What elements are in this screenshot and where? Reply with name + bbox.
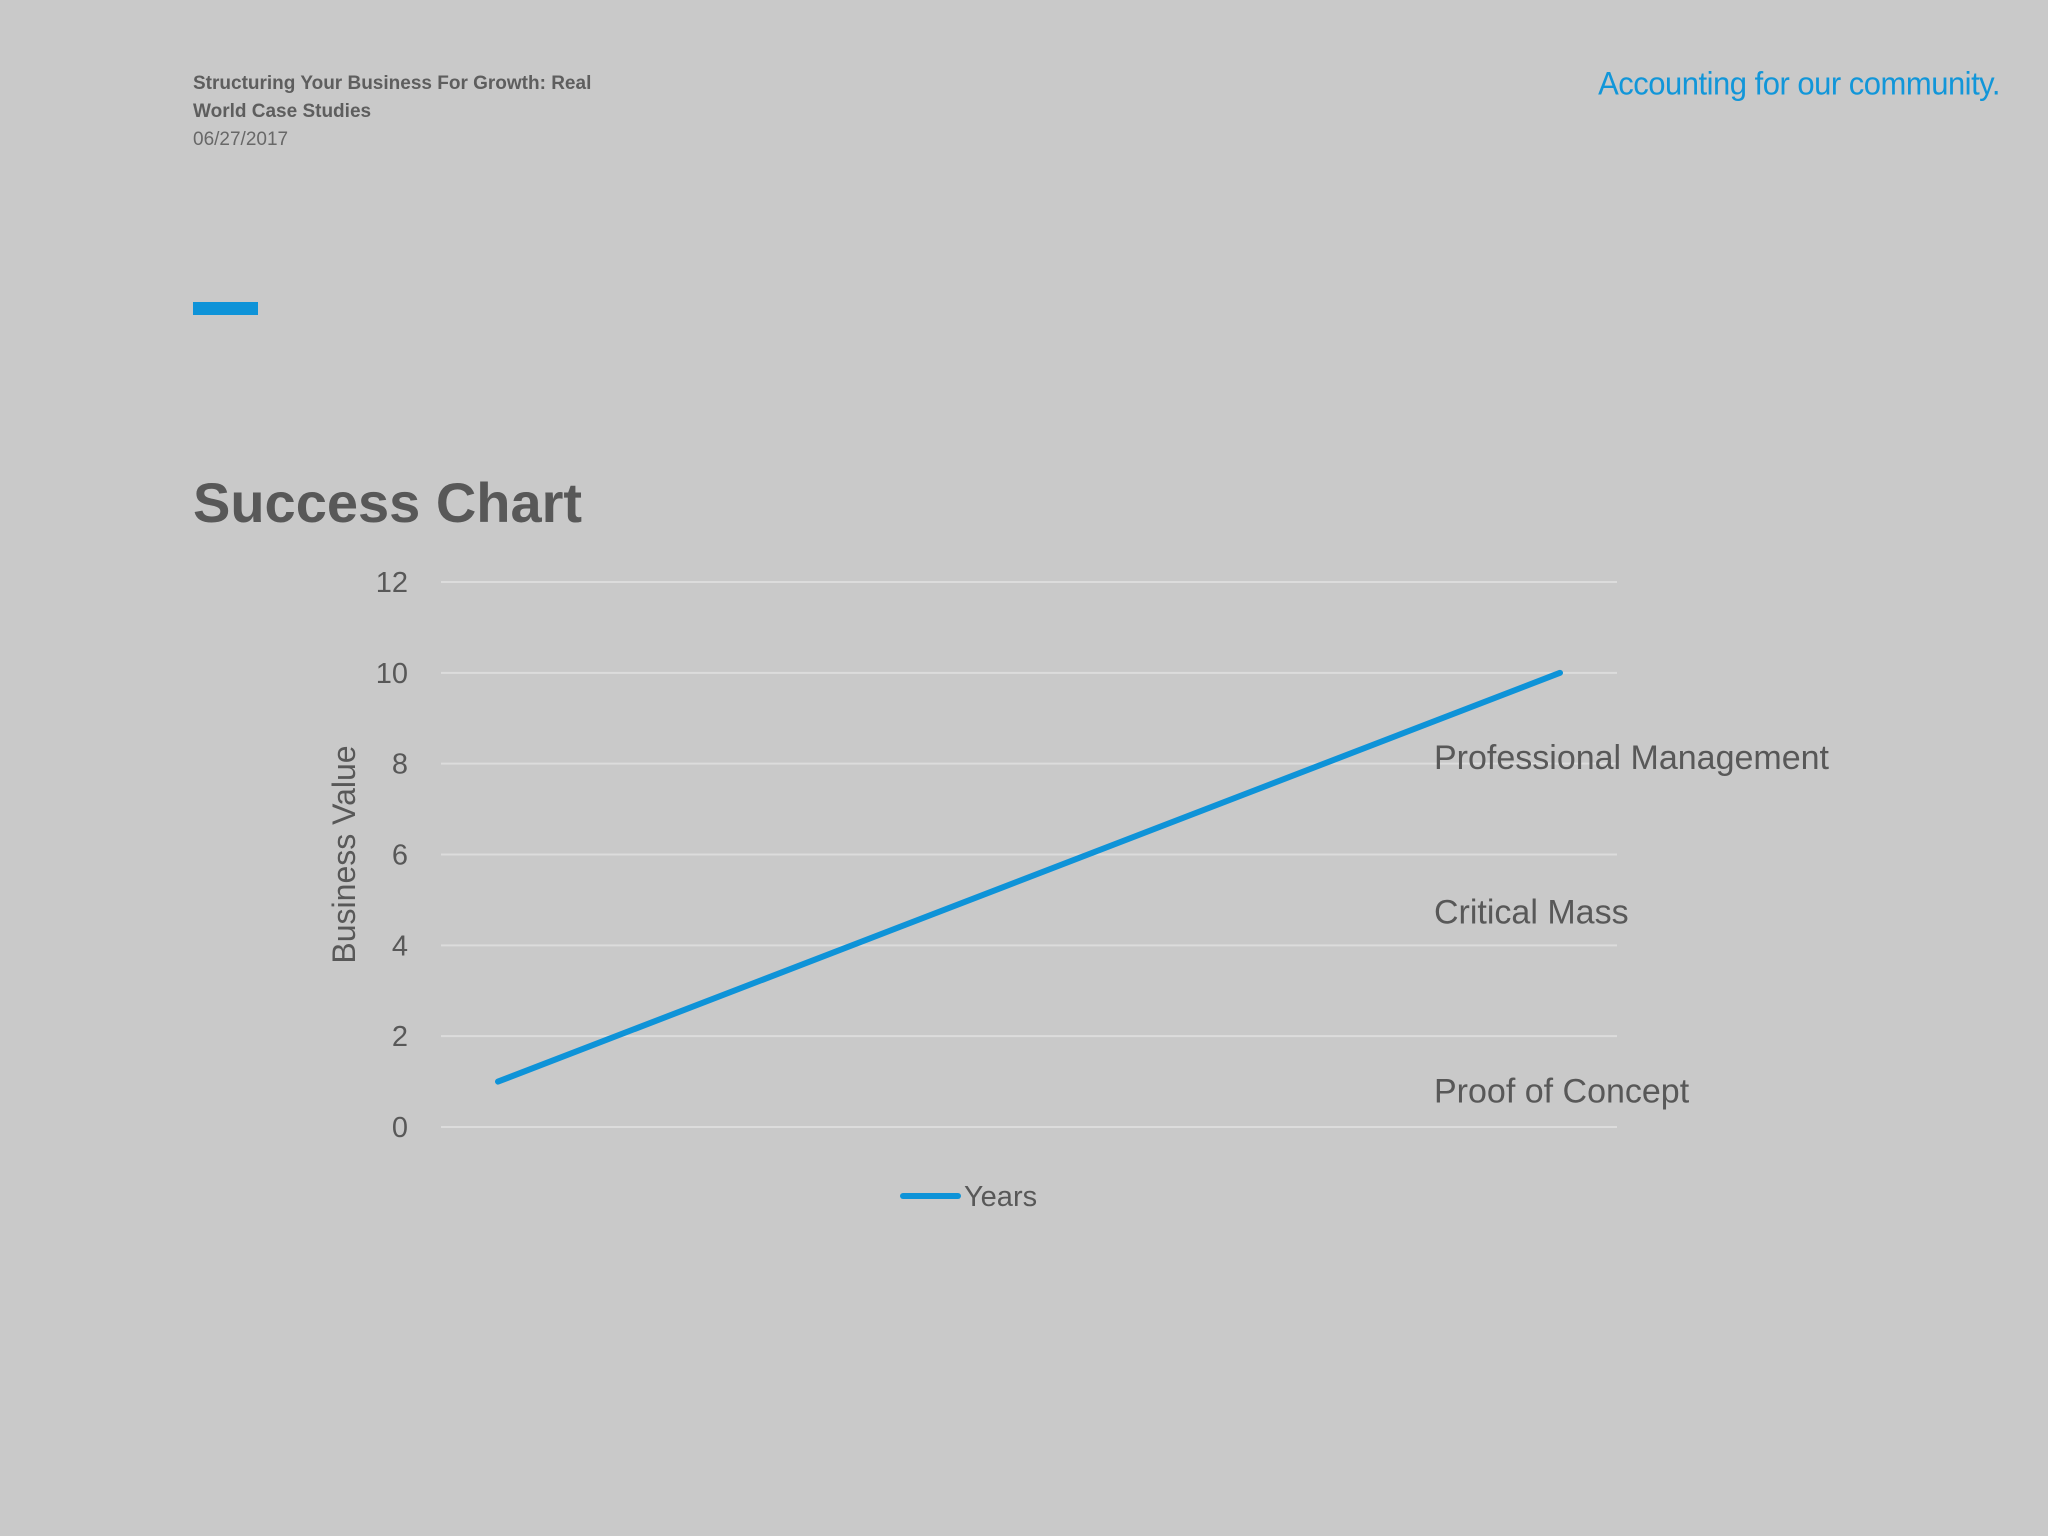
y-tick-label: 0 xyxy=(392,1112,408,1144)
series-group xyxy=(495,669,1563,1085)
gridlines xyxy=(441,581,1617,1128)
y-tick-label: 10 xyxy=(376,658,408,690)
y-tick-label: 8 xyxy=(392,749,408,781)
y-axis-label: Business Value xyxy=(326,745,362,963)
presentation-header: Structuring Your Business For Growth: Re… xyxy=(193,70,633,154)
chart-annotation: Professional Management xyxy=(1434,739,1830,777)
slide-title: Success Chart xyxy=(193,471,583,534)
deck-title: Structuring Your Business For Growth: Re… xyxy=(193,73,592,122)
chart-annotation: Proof of Concept xyxy=(1434,1073,1690,1111)
y-tick-label: 6 xyxy=(392,840,408,872)
y-tick-label: 4 xyxy=(392,930,408,962)
y-axis-ticks: 0 2 4 6 8 10 12 xyxy=(376,567,408,1144)
chart-annotation: Critical Mass xyxy=(1434,893,1629,931)
accent-bar xyxy=(193,302,258,315)
y-tick-label: 2 xyxy=(392,1021,408,1053)
legend-label: Years xyxy=(964,1181,1037,1213)
deck-date: 06/27/2017 xyxy=(193,129,289,150)
y-tick-label: 12 xyxy=(376,567,408,599)
chart-annotations: Professional Management Critical Mass Proo… xyxy=(1434,739,1830,1111)
company-tagline: Accounting for our community. xyxy=(1598,65,2000,102)
series-line xyxy=(495,669,1563,1085)
chart-legend: Years xyxy=(900,1181,1037,1213)
